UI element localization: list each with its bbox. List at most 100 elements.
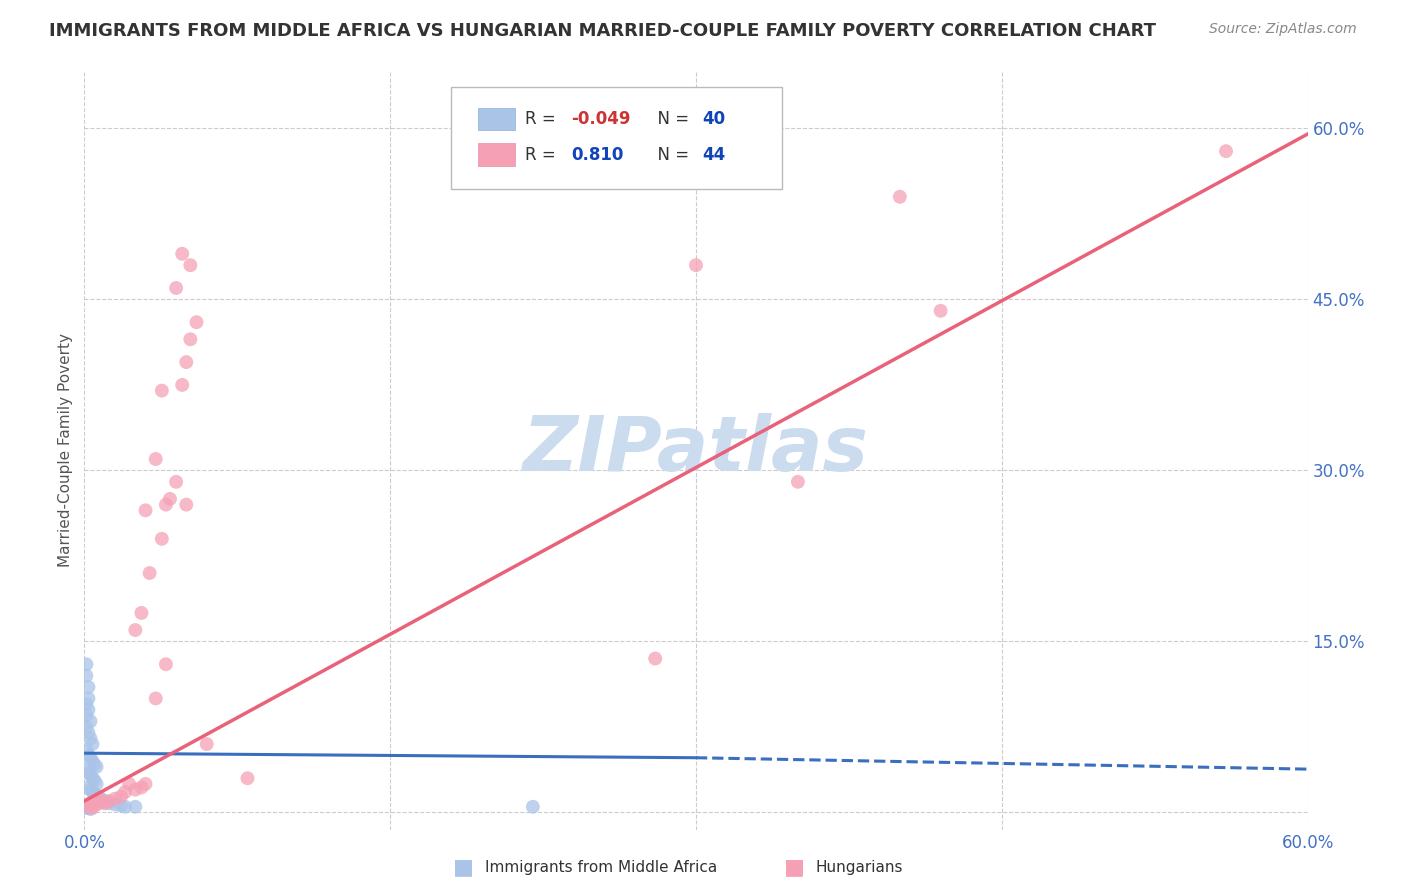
Point	[86, 797, 108, 812]
Point	[79, 714, 101, 729]
FancyBboxPatch shape	[451, 87, 782, 189]
Point	[172, 378, 194, 392]
Point	[145, 691, 167, 706]
Point	[83, 787, 105, 801]
Point	[77, 703, 100, 717]
Text: IMMIGRANTS FROM MIDDLE AFRICA VS HUNGARIAN MARRIED-COUPLE FAMILY POVERTY CORRELA: IMMIGRANTS FROM MIDDLE AFRICA VS HUNGARI…	[49, 22, 1156, 40]
Point	[93, 794, 115, 808]
Point	[87, 789, 110, 804]
Point	[75, 697, 97, 711]
Point	[97, 797, 120, 811]
Point	[79, 768, 101, 782]
Text: R =: R =	[524, 145, 561, 164]
Point	[86, 760, 108, 774]
Point	[75, 657, 97, 672]
Point	[82, 737, 104, 751]
Point	[131, 606, 153, 620]
Point	[77, 691, 100, 706]
Text: ZIPatlas: ZIPatlas	[523, 414, 869, 487]
Point	[155, 657, 177, 672]
Point	[79, 731, 101, 746]
Point	[165, 475, 187, 489]
Point	[179, 258, 201, 272]
Point	[75, 720, 97, 734]
Point	[86, 777, 108, 791]
Text: Immigrants from Middle Africa: Immigrants from Middle Africa	[485, 860, 717, 874]
Point	[131, 780, 153, 795]
Text: -0.049: -0.049	[571, 110, 631, 128]
Point	[77, 748, 100, 763]
Point	[138, 566, 160, 580]
Point	[82, 785, 104, 799]
Point	[104, 791, 127, 805]
Point	[165, 281, 187, 295]
Point	[1215, 144, 1237, 158]
Point	[186, 315, 208, 329]
FancyBboxPatch shape	[478, 144, 515, 166]
Point	[77, 799, 100, 814]
Point	[79, 750, 101, 764]
Point	[93, 797, 115, 811]
Point	[644, 651, 666, 665]
Point	[75, 743, 97, 757]
Point	[82, 801, 104, 815]
Point	[83, 773, 105, 788]
Point	[929, 303, 952, 318]
Point	[90, 795, 112, 809]
Point	[179, 332, 201, 346]
Point	[82, 754, 104, 768]
Point	[75, 708, 97, 723]
Point	[174, 498, 197, 512]
Point	[236, 771, 259, 785]
Point	[124, 799, 146, 814]
Point	[889, 190, 911, 204]
Text: 0.810: 0.810	[571, 145, 624, 164]
Point	[150, 384, 173, 398]
Point	[135, 503, 157, 517]
Point	[174, 355, 197, 369]
Text: 44: 44	[702, 145, 725, 164]
Point	[75, 801, 97, 815]
Point	[104, 797, 127, 812]
Point	[124, 782, 146, 797]
Point	[110, 798, 132, 813]
Point	[159, 491, 181, 506]
Point	[77, 725, 100, 739]
Point	[79, 802, 101, 816]
Point	[172, 247, 194, 261]
Text: Source: ZipAtlas.com: Source: ZipAtlas.com	[1209, 22, 1357, 37]
Point	[83, 757, 105, 772]
Point	[118, 777, 141, 791]
Point	[145, 452, 167, 467]
Text: Hungarians: Hungarians	[815, 860, 903, 874]
Point	[83, 794, 105, 808]
FancyBboxPatch shape	[478, 108, 515, 130]
Point	[77, 780, 100, 795]
Point	[110, 789, 132, 804]
Point	[87, 791, 110, 805]
Text: 40: 40	[702, 110, 725, 128]
Point	[82, 771, 104, 785]
Point	[522, 799, 544, 814]
Point	[685, 258, 707, 272]
Point	[79, 782, 101, 797]
Point	[77, 680, 100, 694]
Text: ■: ■	[785, 857, 804, 877]
Point	[75, 668, 97, 682]
Point	[195, 737, 218, 751]
Text: N =: N =	[647, 110, 695, 128]
Point	[97, 794, 120, 808]
Point	[114, 799, 136, 814]
Point	[75, 762, 97, 776]
Text: N =: N =	[647, 145, 695, 164]
Point	[90, 791, 112, 805]
Point	[77, 765, 100, 780]
Point	[77, 801, 100, 815]
Point	[124, 623, 146, 637]
Y-axis label: Married-Couple Family Poverty: Married-Couple Family Poverty	[58, 334, 73, 567]
Point	[787, 475, 810, 489]
Point	[155, 498, 177, 512]
Point	[114, 785, 136, 799]
Point	[150, 532, 173, 546]
Text: R =: R =	[524, 110, 561, 128]
